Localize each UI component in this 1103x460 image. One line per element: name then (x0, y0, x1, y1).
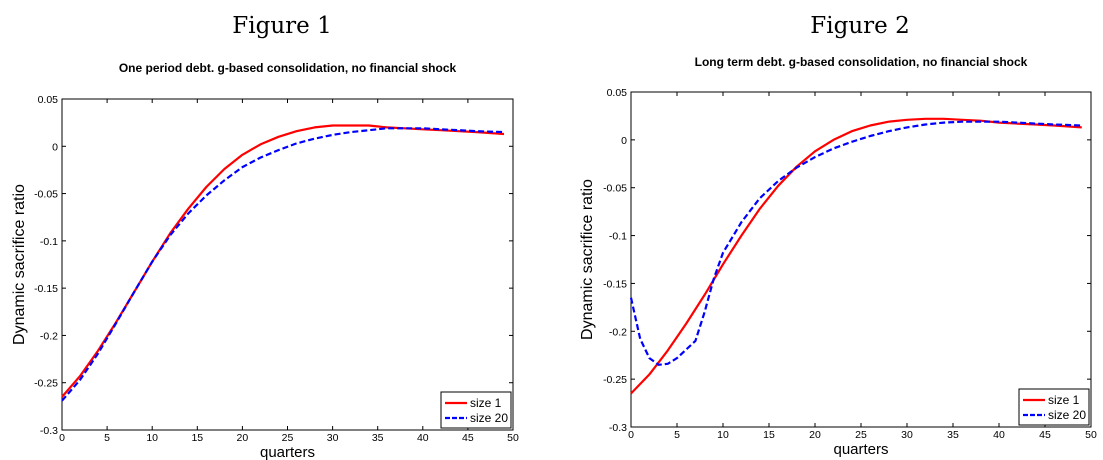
chart2-legend-label-1: size 1 (1048, 393, 1080, 407)
chart1-legend-label-1: size 1 (470, 396, 502, 410)
chart1-x-tick-label: 20 (237, 432, 249, 444)
chart2-x-tick-label: 30 (901, 429, 913, 441)
chart1-y-tick-label: -0.2 (40, 330, 58, 342)
chart2-legend-label-2: size 20 (1048, 408, 1086, 422)
chart1-y-tick-label: 0.05 (38, 94, 59, 106)
chart2-x-tick-label: 20 (809, 429, 821, 441)
chart1-x-axis-label: quarters (260, 444, 315, 460)
chart2-series-line-2 (629, 120, 1082, 366)
chart1-x-tick-label: 30 (327, 432, 339, 444)
chart2-y-axis-label: Dynamic sacrifice ratio (579, 179, 596, 340)
chart2-x-tick-label: 0 (628, 429, 634, 441)
chart2-x-tick-label: 5 (674, 429, 680, 441)
chart1-title: One period debt. g-based consolidation, … (119, 61, 457, 75)
chart-figure-1: One period debt. g-based consolidation, … (11, 61, 519, 460)
chart2-y-tick-label: 0 (621, 135, 627, 147)
chart2-y-tick-label: -0.25 (603, 374, 627, 386)
chart2-plot-area (630, 91, 1092, 428)
chart2-y-tick-label: 0.05 (607, 87, 628, 99)
chart2-x-tick-label: 15 (763, 429, 775, 441)
chart1-x-tick-label: 35 (372, 432, 384, 444)
chart2-y-tick-label: -0.2 (609, 326, 627, 338)
chart1-series-line-2 (61, 127, 505, 402)
figure-2-caption: Figure 2 (810, 13, 909, 39)
chart-figure-2: Long term debt. g-based consolidation, n… (579, 55, 1097, 458)
chart2-y-tick-label: -0.15 (603, 278, 627, 290)
chart1-y-tick-label: -0.05 (34, 189, 58, 201)
chart1-y-tick-label: -0.1 (40, 236, 58, 248)
chart2-x-tick-label: 10 (717, 429, 729, 441)
chart1-legend-box (440, 391, 512, 429)
chart2-title: Long term debt. g-based consolidation, n… (695, 55, 1028, 69)
chart2-x-tick-label: 25 (855, 429, 867, 441)
chart1-x-tick-label: 40 (417, 432, 429, 444)
chart1-x-tick-label: 0 (59, 432, 65, 444)
chart1-x-tick-label: 25 (282, 432, 294, 444)
chart1-y-tick-label: 0 (52, 141, 58, 153)
chart2-x-tick-label: 40 (993, 429, 1005, 441)
chart1-x-tick-label: 50 (507, 432, 519, 444)
figure-1-caption: Figure 1 (232, 13, 331, 39)
chart2-x-tick-label: 50 (1085, 429, 1097, 441)
chart2-x-tick-label: 45 (1039, 429, 1051, 441)
chart2-legend-box (1018, 388, 1090, 426)
chart2-x-axis-label: quarters (833, 441, 888, 458)
chart2-y-tick-label: -0.1 (609, 231, 627, 243)
chart1-x-tick-label: 45 (462, 432, 474, 444)
chart2-x-tick-label: 35 (947, 429, 959, 441)
chart1-x-tick-label: 15 (191, 432, 203, 444)
chart1-x-tick-label: 5 (104, 432, 110, 444)
chart1-legend-label-2: size 20 (470, 411, 508, 425)
chart1-plot-area (61, 98, 514, 431)
chart1-x-tick-label: 10 (146, 432, 158, 444)
chart1-y-tick-label: -0.3 (40, 425, 58, 437)
chart2-y-tick-label: -0.3 (609, 422, 627, 434)
chart2-y-tick-label: -0.05 (603, 183, 627, 195)
chart1-y-tick-label: -0.15 (34, 283, 58, 295)
chart1-y-axis-label: Dynamic sacrifice ratio (11, 184, 28, 345)
chart1-y-tick-label: -0.25 (34, 378, 58, 390)
